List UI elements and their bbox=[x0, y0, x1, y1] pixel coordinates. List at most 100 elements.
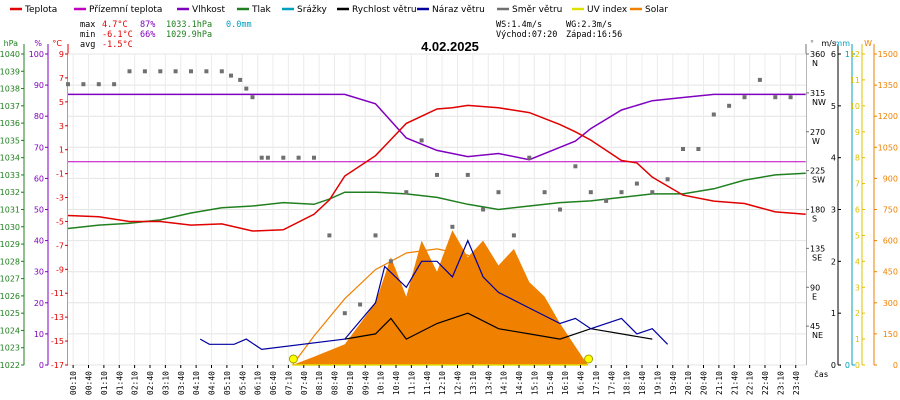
temperature-unit: °C bbox=[52, 39, 62, 48]
x-tick-label: 15:40 bbox=[546, 371, 555, 395]
uv-tick-label: 0 bbox=[855, 361, 860, 370]
wind-direction-point bbox=[481, 207, 486, 212]
wind-direction-point bbox=[665, 177, 670, 182]
wind-direction-point bbox=[250, 95, 255, 100]
uv-tick-label: 1 bbox=[855, 335, 860, 344]
pressure-tick-label: 1040 bbox=[0, 50, 20, 59]
wind-direction-point bbox=[342, 311, 347, 316]
x-tick-label: 14:10 bbox=[500, 371, 509, 395]
wind-tick-label: 4 bbox=[831, 154, 836, 163]
x-tick-label: 11:10 bbox=[407, 371, 416, 395]
pressure-line bbox=[67, 172, 806, 230]
temperature-tick-label: -11 bbox=[51, 289, 64, 298]
wind-direction-point bbox=[358, 302, 363, 307]
direction-tick-label: 90 bbox=[810, 283, 820, 292]
wind-direction-point bbox=[727, 103, 732, 108]
wind-direction-point bbox=[388, 259, 393, 264]
wind-tick-label: 0 bbox=[831, 361, 836, 370]
pressure-tick-label: 1036 bbox=[0, 119, 20, 128]
wind-direction-point bbox=[296, 155, 301, 160]
wind-direction-point bbox=[112, 82, 117, 87]
pressure-tick-label: 1031 bbox=[0, 206, 20, 215]
pressure-tick-label: 1030 bbox=[0, 223, 20, 232]
x-tick-label: 14:40 bbox=[515, 371, 524, 395]
x-tick-label: 05:10 bbox=[223, 371, 232, 395]
humidity-tick-label: 60 bbox=[34, 174, 44, 183]
temperature-tick-label: 3 bbox=[59, 122, 64, 131]
stats-panel: max 4.7°C 87% 1033.1hPa 0.0mm min -6.1°C… bbox=[80, 20, 622, 50]
uv-tick-label: 11 bbox=[850, 76, 860, 85]
x-tick-label: 16:40 bbox=[577, 371, 586, 395]
wind-direction-point bbox=[244, 86, 249, 91]
solar-tick-label: 150 bbox=[883, 330, 898, 339]
solar-tick-label: 1050 bbox=[878, 143, 898, 152]
x-tick-label: 06:10 bbox=[254, 371, 263, 395]
max-label: max bbox=[80, 20, 95, 30]
uv-tick-label: 8 bbox=[855, 154, 860, 163]
pressure-tick-label: 1023 bbox=[0, 344, 20, 353]
x-tick-label: 20:40 bbox=[700, 371, 709, 395]
wind-direction-point bbox=[259, 155, 264, 160]
humidity-tick-label: 80 bbox=[34, 112, 44, 121]
wind-direction-point bbox=[527, 155, 532, 160]
wind-direction-point bbox=[742, 95, 747, 100]
wind-gust-info: WG:2.3m/s bbox=[566, 20, 612, 30]
humidity-unit: % bbox=[34, 39, 42, 48]
x-tick-label: 19:40 bbox=[669, 371, 678, 395]
humidity-tick-label: 100 bbox=[29, 50, 44, 59]
wind-direction-point bbox=[634, 181, 639, 186]
x-tick-label: 04:40 bbox=[208, 371, 217, 395]
x-tick-label: 09:10 bbox=[346, 371, 355, 395]
sunset-marker bbox=[584, 354, 594, 364]
solar-clear-sky-line bbox=[292, 248, 589, 366]
solar-tick-label: 1200 bbox=[878, 112, 898, 121]
wind-tick-label: 6 bbox=[831, 50, 836, 59]
wind-direction-point bbox=[450, 224, 455, 229]
humidity-tick-label: 10 bbox=[34, 330, 44, 339]
sunrise-marker bbox=[288, 354, 298, 364]
max-humidity: 87% bbox=[140, 20, 155, 30]
pressure-tick-label: 1037 bbox=[0, 102, 20, 111]
wind-direction-point bbox=[542, 190, 547, 195]
wind-direction-point bbox=[81, 82, 86, 87]
wind-direction-point bbox=[650, 190, 655, 195]
wind-direction-point bbox=[573, 164, 578, 169]
wind-tick-label: 5 bbox=[831, 102, 836, 111]
x-tick-label: 18:40 bbox=[638, 371, 647, 395]
wind-direction-point bbox=[158, 69, 163, 74]
wind-direction-point bbox=[238, 77, 243, 82]
x-tick-label: 23:40 bbox=[792, 371, 801, 395]
temperature-line bbox=[67, 104, 806, 232]
wind-direction-point bbox=[142, 69, 147, 74]
x-tick-label: 02:40 bbox=[146, 371, 155, 395]
x-tick-label: 18:10 bbox=[623, 371, 632, 395]
uv-tick-label: 10 bbox=[850, 102, 860, 111]
temperature-tick-label: -15 bbox=[51, 337, 64, 346]
temperature-tick-label: 7 bbox=[59, 74, 64, 83]
humidity-line bbox=[68, 93, 806, 161]
sunrise-info: Východ:07:20 bbox=[496, 30, 557, 40]
direction-compass-label: SW bbox=[812, 176, 825, 185]
rain-tick-label: 0 bbox=[845, 361, 850, 370]
x-tick-label: 08:40 bbox=[331, 371, 340, 395]
solar-tick-label: 1350 bbox=[878, 81, 898, 90]
x-tick-label: 09:40 bbox=[361, 371, 370, 395]
direction-tick-label: 135 bbox=[810, 244, 825, 253]
direction-tick-label: 360 bbox=[810, 50, 825, 59]
legend-label: Rychlost větru bbox=[352, 5, 417, 15]
wind-direction-point bbox=[619, 190, 624, 195]
temperature-tick-label: 9 bbox=[59, 50, 64, 59]
wind-speed-line bbox=[344, 312, 653, 340]
x-tick-label: 08:10 bbox=[315, 371, 324, 395]
direction-unit: ° bbox=[810, 39, 814, 48]
wind-direction-point bbox=[681, 147, 685, 151]
x-tick-label: 22:40 bbox=[761, 371, 770, 395]
temperature-tick-label: -3 bbox=[56, 194, 64, 203]
direction-compass-label: SE bbox=[812, 253, 822, 262]
pressure-tick-label: 1026 bbox=[0, 292, 20, 301]
wind-direction-point bbox=[204, 69, 209, 74]
x-tick-label: 10:40 bbox=[392, 371, 401, 395]
x-tick-label: 11:40 bbox=[423, 371, 432, 395]
wind-speed-info: WS:1.4m/s bbox=[496, 20, 542, 30]
